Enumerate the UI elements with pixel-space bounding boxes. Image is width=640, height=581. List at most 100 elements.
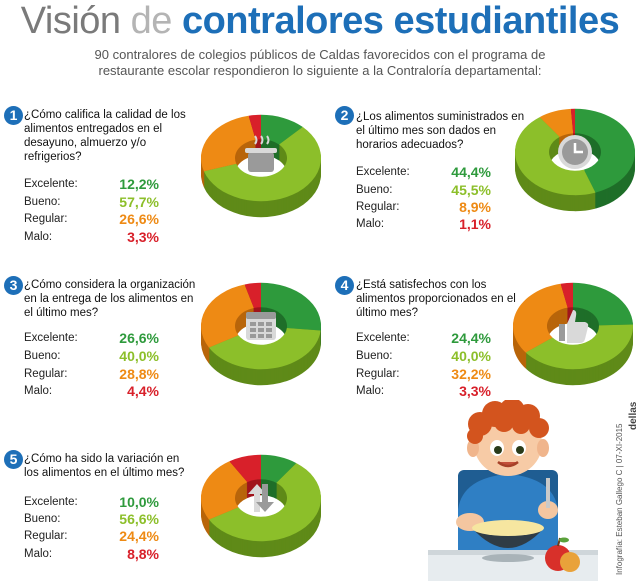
legend-row-5-malo: Malo: 8,8% [24, 546, 159, 562]
legend-label: Regular: [356, 201, 400, 213]
slice-bueno [203, 126, 321, 202]
legend-value: 45,5% [451, 182, 491, 198]
legend-value: 32,2% [451, 366, 491, 382]
question-number-1: 1 [4, 106, 23, 125]
donut-chart-3 [201, 282, 322, 386]
legend-label: Excelente: [24, 332, 78, 344]
slice-bueno [208, 463, 321, 542]
legend-value: 26,6% [119, 211, 159, 227]
child-eating-illustration [428, 400, 598, 581]
legend-value: 8,9% [459, 199, 491, 215]
credit-text: Infografía: Esteban Gallego C | 07-XI-20… [615, 423, 624, 575]
child-hair [467, 400, 549, 444]
legend-value: 1,1% [459, 216, 491, 232]
legend-value: 28,8% [119, 366, 159, 382]
slice-malo [244, 282, 261, 308]
legend-row-5-bueno: Bueno: 56,6% [24, 511, 159, 527]
legend-row-3-malo: Malo: 4,4% [24, 383, 159, 399]
question-number-3: 3 [4, 276, 23, 295]
orange [560, 552, 580, 572]
legend-value: 3,3% [459, 383, 491, 399]
legend-value: 56,6% [119, 511, 159, 527]
child-mouth [497, 460, 519, 468]
slice-malo [570, 108, 575, 134]
legend-label: Regular: [24, 368, 68, 380]
legend-row-3-excelente: Excelente: 26,6% [24, 330, 159, 346]
legend-row-1-bueno: Bueno: 57,7% [24, 194, 159, 210]
legend-value: 12,2% [119, 176, 159, 192]
legend-label: Bueno: [356, 350, 393, 362]
slice-excelente [261, 114, 303, 145]
slice-malo [248, 114, 261, 140]
legend-value: 4,4% [127, 383, 159, 399]
question-number-4: 4 [335, 276, 354, 295]
legend-label: Regular: [24, 530, 68, 542]
publisher-logo: dellas [628, 401, 639, 430]
page-title: Visión de contralores estudiantiles [0, 0, 640, 42]
child-right-hand [538, 501, 558, 519]
donut-chart-2 [515, 108, 635, 212]
up-down-arrows-icon [248, 484, 274, 512]
question-number-2: 2 [335, 106, 354, 125]
question-number-5: 5 [4, 450, 23, 469]
slice-regular [200, 461, 248, 520]
legend-row-1-malo: Malo: 3,3% [24, 229, 159, 245]
donut-chart-5 [200, 454, 321, 558]
slice-excelente [261, 454, 297, 483]
question-3: ¿Cómo considera la organización en la en… [24, 279, 196, 319]
legend-value: 40,0% [451, 348, 491, 364]
legend-label: Malo: [24, 231, 53, 243]
legend-value: 44,4% [451, 164, 491, 180]
thumbs-up-icon [559, 310, 589, 343]
donut-chart-1 [200, 114, 321, 218]
legend-label: Malo: [24, 548, 53, 560]
legend-label: Regular: [24, 213, 68, 225]
donut-chart-4 [513, 282, 633, 386]
legend-label: Malo: [24, 385, 53, 397]
legend-row-4-excelente: Excelente: 24,4% [356, 330, 491, 346]
legend-label: Bueno: [24, 350, 61, 362]
question-4: ¿Está satisfechos con los alimentos prop… [356, 279, 516, 319]
slice-regular [513, 283, 568, 353]
legend-label: Malo: [356, 385, 385, 397]
legend-value: 57,7% [119, 194, 159, 210]
slice-regular [200, 115, 256, 172]
slice-regular [201, 284, 254, 348]
slice-malo [560, 282, 573, 308]
legend-label: Bueno: [24, 513, 61, 525]
legend-row-5-regular: Regular: 24,4% [24, 528, 159, 544]
legend-row-2-regular: Regular: 8,9% [356, 199, 491, 215]
legend-row-2-excelente: Excelente: 44,4% [356, 164, 491, 180]
legend-label: Excelente: [24, 178, 78, 190]
legend-label: Excelente: [356, 332, 410, 344]
legend-label: Excelente: [356, 166, 410, 178]
clock-icon [558, 135, 592, 169]
legend-value: 10,0% [119, 494, 159, 510]
title-part-1: Visión [20, 0, 131, 42]
soup [472, 520, 544, 536]
legend-value: 24,4% [119, 528, 159, 544]
legend-value: 3,3% [127, 229, 159, 245]
legend-label: Excelente: [24, 496, 78, 508]
title-part-2: de [130, 0, 182, 42]
legend-row-1-regular: Regular: 26,6% [24, 211, 159, 227]
slice-excelente [575, 108, 635, 193]
slice-bueno [515, 117, 596, 196]
legend-row-2-bueno: Bueno: 45,5% [356, 182, 491, 198]
legend-label: Regular: [356, 368, 400, 380]
legend-label: Bueno: [356, 184, 393, 196]
child-ear-right [537, 439, 549, 457]
question-2: ¿Los alimentos suministrados en el últim… [356, 111, 525, 151]
slice-bueno [208, 327, 321, 370]
legend-row-2-malo: Malo: 1,1% [356, 216, 491, 232]
legend-row-3-regular: Regular: 28,8% [24, 366, 159, 382]
legend-label: Bueno: [24, 196, 61, 208]
question-1: ¿Cómo califica la calidad de los aliment… [24, 109, 186, 163]
legend-row-1-excelente: Excelente: 12,2% [24, 176, 159, 192]
slice-excelente [573, 282, 633, 326]
legend-value: 24,4% [451, 330, 491, 346]
legend-value: 26,6% [119, 330, 159, 346]
subtitle: 90 contralores de colegios públicos de C… [94, 47, 546, 78]
slice-malo [229, 454, 261, 483]
spoon [546, 478, 550, 508]
